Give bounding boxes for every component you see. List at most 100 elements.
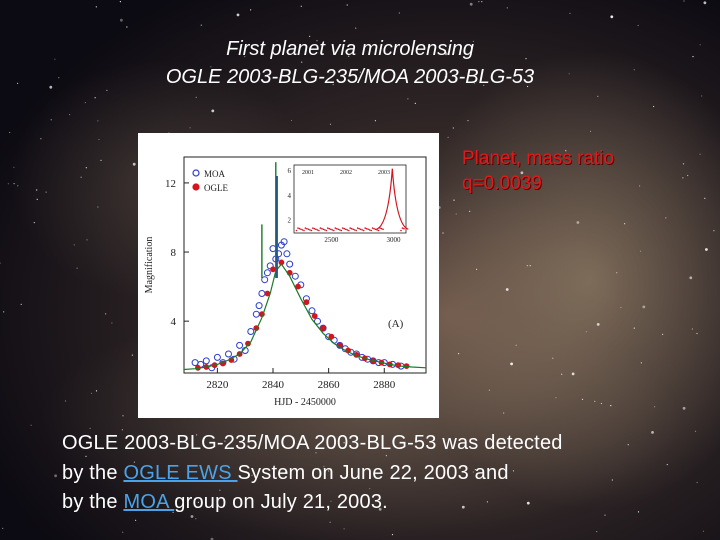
inset-point [324,229,326,231]
ogle-data-point [270,266,276,273]
inset-y-tick-label: 4 [288,192,292,200]
ogle-data-point [328,333,335,340]
inset-point [374,228,377,231]
ogle-data-point [320,325,327,332]
inset-point [312,227,314,229]
moa-link[interactable]: MOA [123,491,175,513]
panel-label: (A) [388,318,404,330]
inset-point [348,229,350,232]
inset-point [303,229,305,232]
inset-point [319,227,322,229]
inset-point [339,229,341,231]
inset-point [400,229,402,232]
inset-point [309,229,311,231]
inset-point [315,228,317,231]
inset-point [337,228,340,231]
inset-y-tick-label: 2 [288,217,292,225]
inset-point [373,227,375,230]
inset-point [350,227,353,230]
inset-point [297,227,299,229]
inset-point [304,227,307,229]
inset-point [300,228,302,231]
inset-point [355,229,357,232]
moa-data-point [261,276,269,284]
ogle-data-point [311,313,318,319]
inset-point [316,229,319,231]
inset-point [371,227,374,229]
body-line3-suffix: group on July 21, 2003. [174,491,388,513]
body-line3: by the MOA group on July 21, 2003. [62,491,388,514]
inset-y-tick-label: 6 [288,167,292,175]
moa-data-point [280,238,288,246]
annotation-line1: Planet, mass ratio [462,148,615,169]
inset-point [340,229,343,232]
inset-point [301,229,304,231]
x-axis-label: HJD - 2450000 [274,397,336,408]
slide-title-line2: OGLE 2003-BLG-235/MOA 2003-BLG-53 [165,66,535,88]
moa-data-point [319,324,327,332]
ogle-data-point [295,283,301,290]
y-tick-label: 8 [171,247,177,259]
inset-point [321,227,323,230]
inset-point [327,227,329,229]
legend-marker [192,183,200,191]
y-tick-label: 12 [165,178,176,190]
inset-point [307,228,310,231]
moa-data-point [291,272,299,280]
inset-point [349,227,351,229]
inset-point [333,229,335,232]
inset-point [359,228,362,231]
moa-data-point [314,317,321,325]
moa-data-point [213,353,221,361]
inset-point [313,227,316,230]
inset-point [364,227,366,229]
body-line1: OGLE 2003-BLG-235/MOA 2003-BLG-53 was de… [62,432,563,454]
inset-point [318,229,320,232]
inset-point [306,227,308,230]
legend-label: MOA [204,169,226,179]
inset-year-label: 2002 [340,170,352,176]
moa-data-point [255,302,263,310]
inset-point [358,227,360,230]
inset-point [367,228,369,231]
inset-point [377,229,380,232]
inset-point [325,229,328,232]
inset-point [322,228,325,231]
y-tick-label: 4 [171,316,177,328]
inset-year-label: 2001 [302,170,314,176]
moa-data-point [247,328,255,335]
moa-data-point [202,357,210,365]
moa-data-point [308,307,316,315]
inset-point [345,228,347,231]
plot-frame [183,156,427,374]
inset-frame [293,164,407,234]
moa-data-point [236,341,244,349]
inset-point [382,228,384,231]
inset-x-tick-label: 2500 [324,236,339,244]
inset-point [343,227,346,230]
inset-point [336,227,338,230]
inset-point [403,227,405,230]
legend-marker [192,169,200,177]
moa-data-point [286,260,294,268]
x-tick-label: 2820 [206,379,229,391]
ogle-ews-link[interactable]: OGLE EWS [123,462,238,484]
inset-peak [376,168,409,230]
inset-point [334,227,337,229]
moa-data-point [263,269,271,277]
inset-point [310,229,313,232]
ogle-data-point [245,340,251,347]
body-line2: by the OGLE EWS System on June 22, 2003 … [62,462,509,485]
model-curve [183,263,427,371]
inset-point [380,227,383,230]
inset-point [331,229,334,231]
inset-x-tick-label: 3000 [387,236,402,244]
annotation-line2: q=0.0039 [462,173,542,194]
y-axis-label: Magnification [144,237,155,294]
inset-point [370,229,372,232]
inset-point [356,227,359,229]
inset-point [368,229,371,231]
inset-point [328,227,331,230]
x-tick-label: 2860 [318,379,341,391]
legend-label: OGLE [204,183,228,193]
